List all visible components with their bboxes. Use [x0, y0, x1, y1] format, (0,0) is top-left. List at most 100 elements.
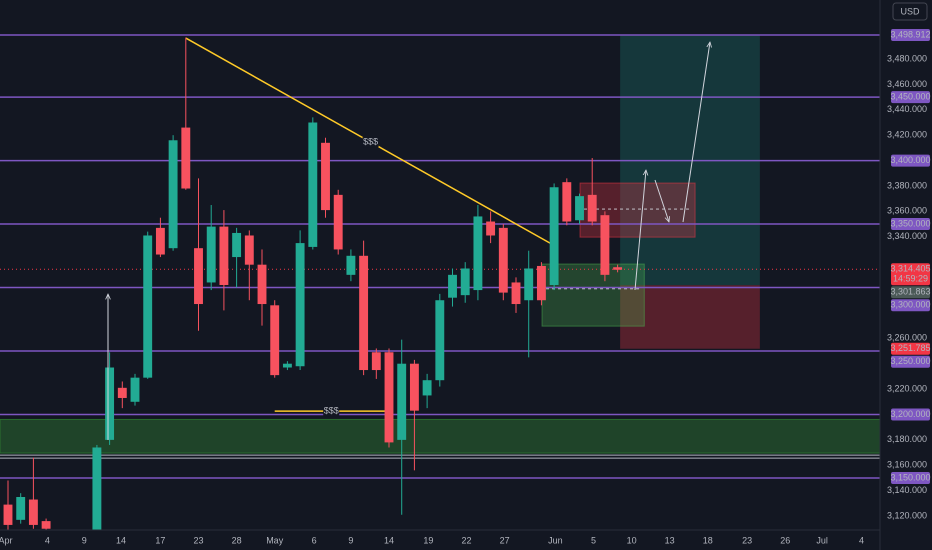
x-tick-label: 28: [232, 535, 242, 545]
price-label: 3,498.912: [890, 29, 930, 39]
price-label: 3,200.000: [890, 409, 930, 419]
y-tick-label: 3,360.000: [887, 206, 927, 216]
candle-body: [346, 255, 356, 275]
x-tick-label: May: [266, 535, 284, 545]
candle-body: [587, 194, 597, 222]
candle-body: [575, 196, 584, 221]
x-tick-label: 6: [312, 535, 317, 545]
x-tick-label: Apr: [0, 535, 12, 545]
candle-body: [28, 499, 38, 525]
candle-body: [613, 267, 623, 270]
candle-body: [295, 243, 305, 367]
candle-body: [130, 377, 140, 402]
candle-body: [143, 235, 153, 378]
x-tick-label: 9: [348, 535, 353, 545]
candle-body: [92, 447, 102, 530]
x-tick-label: 5: [591, 535, 596, 545]
x-tick-label: 23: [742, 535, 752, 545]
x-tick-label: 26: [780, 535, 790, 545]
candle-body: [270, 305, 280, 376]
candle-body: [498, 227, 508, 293]
candle-body: [194, 248, 203, 305]
plot-area: $$$$$$$$$: [0, 34, 880, 530]
price-label-box: [891, 91, 930, 104]
arrow: [654, 179, 669, 222]
candle-body: [435, 300, 445, 381]
trend-label-bg: [362, 137, 379, 148]
price-label: 3,251.785: [890, 343, 930, 353]
currency: USD: [900, 6, 920, 16]
range-box: [579, 182, 696, 238]
currency-box[interactable]: [892, 2, 928, 21]
candle-body: [168, 140, 178, 249]
y-tick-label: 3,120.000: [887, 510, 927, 520]
y-tick-label: 3,480.000: [887, 53, 927, 63]
support-zone: [0, 418, 880, 454]
candle-body: [282, 363, 292, 368]
candle-body: [257, 264, 267, 305]
price-label: 3,350.000: [890, 218, 930, 228]
y-tick-label: 3,220.000: [887, 383, 927, 393]
candle-body: [155, 227, 165, 255]
arrow-drawings: [108, 42, 710, 440]
candle-body: [473, 216, 483, 291]
candle-body: [448, 274, 457, 298]
candle-body: [244, 235, 254, 265]
x-tick-label: 10: [627, 535, 637, 545]
x-tick-label: 23: [193, 535, 203, 545]
price-label: 3,400.000: [890, 155, 930, 165]
price-label: 3,150.000: [890, 472, 930, 482]
candle-body: [486, 221, 496, 236]
candle-body: [460, 268, 470, 296]
x-tick-label: Jun: [548, 535, 563, 545]
x-tick-label: 19: [423, 535, 433, 545]
y-tick-label: 3,460.000: [887, 79, 927, 89]
y-tick-label: 3,340.000: [887, 231, 927, 241]
price-label: 3,300.000: [890, 300, 930, 310]
candle-body: [181, 127, 191, 189]
price-label-box: [891, 286, 930, 299]
price-label-box: [891, 355, 930, 368]
candle-body: [359, 255, 369, 371]
y-tick-label: 3,440.000: [887, 104, 927, 114]
y-tick-label: 3,140.000: [887, 485, 927, 495]
price-label-box: [891, 408, 930, 421]
candle-body: [3, 504, 13, 525]
candle-body: [384, 352, 394, 443]
candle-body: [524, 268, 534, 301]
candle-body: [16, 496, 26, 520]
x-tick-label: 13: [665, 535, 675, 545]
candle-body: [41, 521, 51, 529]
x-tick-label: 22: [461, 535, 471, 545]
x-tick-label: Jul: [816, 535, 828, 545]
y-tick-label: 3,420.000: [887, 130, 927, 140]
candle-body: [117, 387, 127, 398]
price-label-box: [891, 342, 930, 355]
trend-label: $$$: [324, 406, 339, 416]
time-axis-bg: [0, 530, 880, 550]
x-tick-label: 18: [703, 535, 713, 545]
price-label: 3,250.000: [890, 356, 930, 366]
countdown-label: 14:59:29: [893, 274, 928, 284]
price-label-box: [891, 29, 930, 42]
y-tick-label: 3,380.000: [887, 180, 927, 190]
candle-body: [409, 363, 419, 411]
trend-label: $$$: [363, 136, 378, 146]
candle-body: [105, 367, 115, 440]
price-label-box: [891, 154, 930, 167]
candle-body: [321, 142, 330, 211]
position-stop: [620, 285, 760, 349]
price-label: 3,450.000: [890, 91, 930, 101]
candle-body: [371, 352, 381, 371]
price-label-box: [891, 299, 930, 312]
candle-body: [232, 232, 242, 258]
x-tick-label: 4: [45, 535, 50, 545]
x-tick-label: 17: [155, 535, 165, 545]
y-tick-label: 3,160.000: [887, 460, 927, 470]
candle-body: [397, 363, 407, 440]
x-tick-label: 14: [384, 535, 394, 545]
x-tick-label: 27: [500, 535, 510, 545]
